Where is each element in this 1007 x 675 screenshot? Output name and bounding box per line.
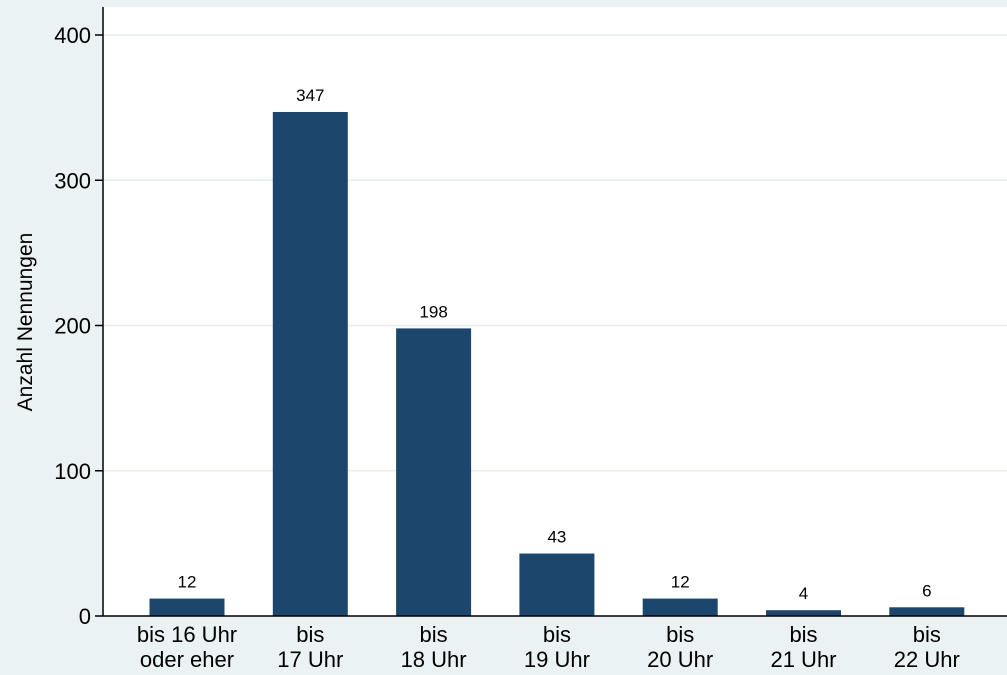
bar [272, 111, 348, 617]
x-tick-label: bis [420, 622, 448, 647]
x-tick-label: 20 Uhr [647, 647, 713, 672]
y-tick-label: 300 [54, 168, 91, 193]
data-labels: 12 347 198 43 12 4 6 [178, 86, 932, 603]
x-tick-label: 17 Uhr [277, 647, 343, 672]
x-tick-label: bis [913, 622, 941, 647]
bar-value-label: 347 [296, 86, 324, 105]
bar [519, 553, 595, 616]
y-tick-label: 400 [54, 23, 91, 48]
plot-background [103, 7, 1007, 616]
x-tick-label: 21 Uhr [770, 647, 836, 672]
bar [766, 610, 841, 616]
y-tick-label: 100 [54, 459, 91, 484]
bar [396, 328, 472, 616]
axes [102, 7, 1007, 617]
x-tick-label: bis [296, 622, 324, 647]
bar-value-label: 43 [547, 528, 566, 547]
bar [889, 607, 965, 616]
bar-value-label: 12 [178, 573, 197, 592]
y-axis-title: Anzahl Nennungen [14, 233, 37, 412]
y-tick-label: 0 [79, 604, 91, 629]
y-tick-label: 200 [54, 314, 91, 339]
bar-value-label: 4 [799, 584, 808, 603]
bar [642, 598, 718, 616]
x-tick-label: oder eher [140, 647, 234, 672]
bar-value-label: 6 [922, 581, 931, 600]
x-tick-label: bis [666, 622, 694, 647]
bar-value-label: 198 [419, 302, 447, 321]
x-tick-label: 18 Uhr [401, 647, 467, 672]
x-tick-label: 22 Uhr [894, 647, 960, 672]
x-tick-label: bis [789, 622, 817, 647]
x-tick-label: bis [543, 622, 571, 647]
x-tick-label: 19 Uhr [524, 647, 590, 672]
bar-value-label: 12 [671, 573, 690, 592]
y-ticks: 0 100 200 300 400 [54, 23, 103, 629]
x-tick-label: bis 16 Uhr [137, 622, 237, 647]
bar [149, 598, 225, 616]
bars [149, 111, 965, 617]
grid-lines [103, 34, 1007, 472]
